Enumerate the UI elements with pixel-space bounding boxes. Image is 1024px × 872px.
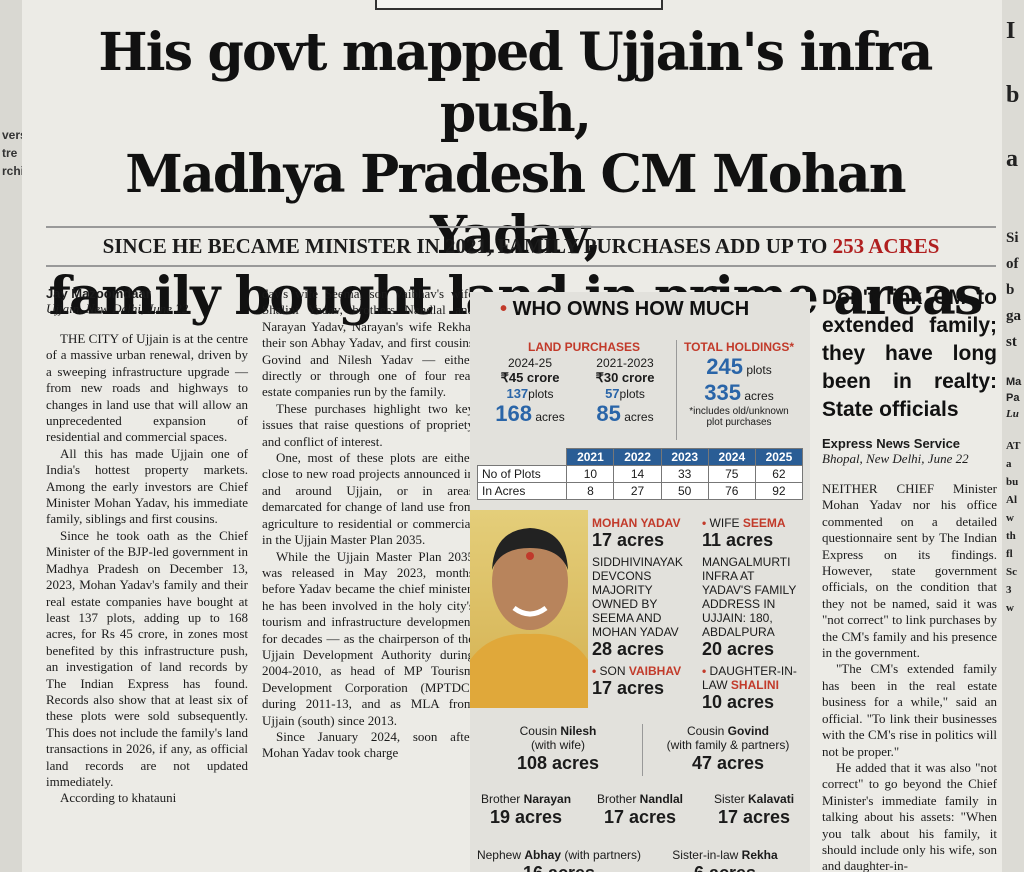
relative-govind: Cousin Govind (with family & partners) 4… (666, 724, 790, 773)
headline-line1: His govt mapped Ujjain's infra push, (98, 22, 933, 144)
mohan-yadav-card: MOHAN YADAV 17 acres SIDDHIVINAYAK DEVCO… (592, 516, 683, 698)
period-2021-2023: 2021-2023 ₹30 crore 57plots 85 acres (595, 356, 655, 426)
edge-text: a (1006, 146, 1018, 172)
paragraph: dav's wife Seema, son Vaibhav's wife Sha… (262, 286, 474, 400)
edge-text: Sc (1006, 566, 1017, 578)
edge-text: st (1006, 334, 1017, 350)
edge-text: w (1006, 512, 1014, 524)
edge-text: vers (2, 128, 22, 142)
edge-text: fl (1006, 548, 1013, 560)
table-row: In Acres 8 27 50 76 92 (476, 482, 804, 500)
paragraph: All this has made Ujjain one of India's … (46, 445, 248, 527)
sidebar-headline: Don't link CM to extended family; they h… (822, 286, 997, 421)
total-holdings: TOTAL HOLDINGS* 245 plots 335 acres *inc… (683, 340, 794, 428)
edge-text: b (1006, 282, 1015, 298)
period-2024-25: 2024-25 ₹45 crore 137plots 168 acres (495, 356, 565, 426)
dateline: Ujjain, New Delhi, June 22 (46, 301, 189, 316)
edge-text: rchi (2, 164, 22, 178)
yearly-purchase-table: 2021 2022 2023 2024 2025 No of Plots 10 14 33 75… (476, 448, 804, 500)
relative-kalavati: Sister Kalavati 17 acres (713, 792, 795, 827)
edge-text: a (1006, 458, 1012, 470)
paragraph: While the Ujjain Master Plan 2035 was re… (262, 548, 474, 728)
table-row: No of Plots 10 14 33 75 62 (476, 465, 804, 483)
relative-rekha: Sister-in-law Rekha 6 acres (672, 848, 778, 872)
edge-text: of (1006, 256, 1019, 272)
edge-text: I (1006, 18, 1016, 44)
section-kicker (375, 0, 663, 10)
paragraph: These purchases highlight two key issues… (262, 400, 474, 449)
land-purchases-label: LAND PURCHASES (528, 340, 641, 354)
edge-text: th (1006, 530, 1016, 542)
article-column-1: Jay Mazoomdaar Ujjain, New Delhi, June 2… (46, 286, 248, 807)
paragraph: One, most of these plots are either clos… (262, 450, 474, 548)
headline: His govt mapped Ujjain's infra push, Mad… (40, 22, 990, 327)
edge-text: w (1006, 602, 1014, 614)
subheadline-text: SINCE HE BECAME MINISTER IN 2021, FAMILY… (102, 234, 828, 258)
adjacent-page-right: I b a Si of b ga st Ma Pa Lu AT a bu Al … (1002, 0, 1024, 872)
infographic: • WHO OWNS HOW MUCH LAND PURCHASES 2024-… (470, 292, 810, 872)
sidebar-column: Don't link CM to extended family; they h… (822, 284, 997, 872)
paragraph: NEITHER CHIEF Minister Mohan Yadav nor h… (822, 481, 997, 661)
adjacent-page-left: vers tre rchi (0, 0, 22, 872)
edge-text: bu (1006, 476, 1019, 488)
seema-yadav-card: • WIFE SEEMA 11 acres MANGALMURTI INFRA … (702, 516, 797, 712)
edge-text: 3 (1006, 584, 1012, 596)
paragraph: Since he took oath as the Chief Minister… (46, 527, 248, 789)
divider (676, 340, 677, 440)
edge-text: Lu (1006, 408, 1019, 420)
paragraph: "The CM's extended family has been in th… (822, 661, 997, 759)
byline: Jay Mazoomdaar (46, 286, 151, 301)
edge-text: Si (1006, 230, 1019, 246)
mohan-yadav-photo (470, 510, 588, 708)
relative-abhay: Nephew Abhay (with partners) 16 acres (476, 848, 642, 872)
edge-text: Pa (1006, 392, 1020, 404)
edge-text: AT (1006, 440, 1021, 452)
edge-text: b (1006, 82, 1020, 108)
edge-text: Ma (1006, 376, 1022, 388)
sidebar-byline: Express News Service (822, 436, 961, 451)
divider (642, 724, 643, 776)
sidebar-dateline: Bhopal, New Delhi, June 22 (822, 451, 969, 466)
edge-text: ga (1006, 308, 1021, 324)
edge-text: tre (2, 146, 18, 160)
edge-text: Al (1006, 494, 1017, 506)
relative-nandlal: Brother Nandlal 17 acres (596, 792, 684, 827)
infographic-title: • WHO OWNS HOW MUCH (500, 298, 750, 320)
paragraph: He added that it was also "not correct" … (822, 759, 997, 872)
article-column-2: dav's wife Seema, son Vaibhav's wife Sha… (262, 286, 474, 762)
paragraph: THE CITY of Ujjain is at the centre of a… (46, 331, 248, 445)
paragraph: Since January 2024, soon after Mohan Yad… (262, 728, 474, 761)
subheadline-highlight: 253 ACRES (832, 234, 940, 258)
relative-nilesh: Cousin Nilesh (with wife) 108 acres (516, 724, 600, 773)
newspaper-page: His govt mapped Ujjain's infra push, Mad… (22, 0, 1012, 872)
relative-narayan: Brother Narayan 19 acres (480, 792, 572, 827)
paragraph: According to khatauni (60, 790, 177, 806)
headline-line2: Madhya Pradesh CM Mohan Yadav, (125, 144, 906, 266)
table-header-row: 2021 2022 2023 2024 2025 (477, 448, 804, 466)
subheadline: SINCE HE BECAME MINISTER IN 2021, FAMILY… (46, 226, 996, 267)
